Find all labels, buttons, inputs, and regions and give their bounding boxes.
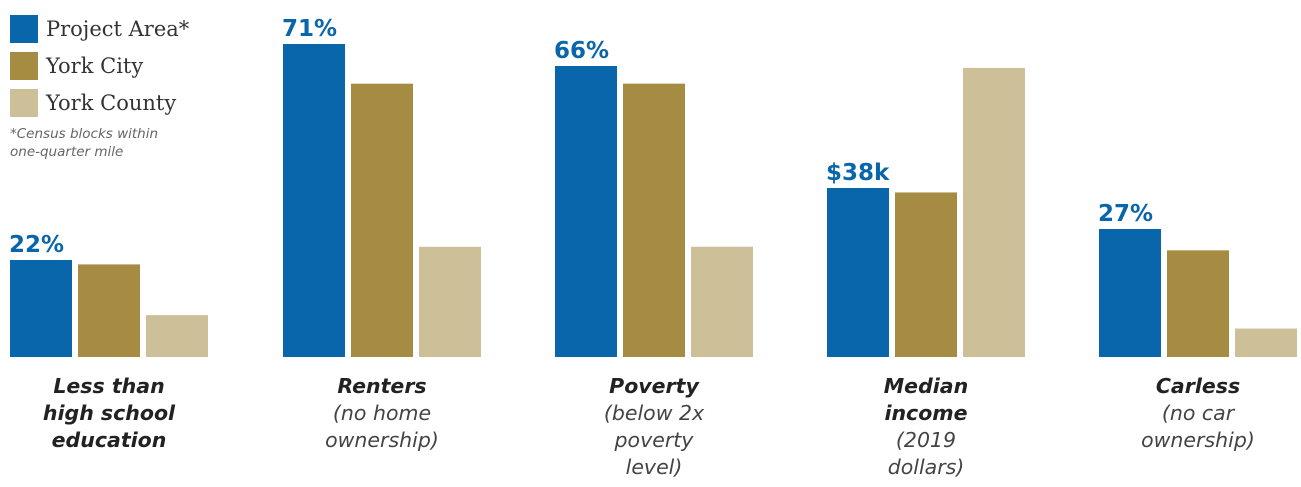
legend-footnote: *Census blocks within one-quarter mile	[10, 125, 220, 161]
category-label-line: Renters	[337, 374, 426, 398]
bar-york-city-group-4	[895, 192, 957, 357]
bar-york-city-group-3	[623, 84, 685, 357]
category-label-line: Poverty	[609, 374, 700, 398]
bar-project-area-group-2	[283, 44, 345, 357]
legend-label: Project Area*	[46, 17, 189, 41]
category-label-line: (2019	[896, 428, 956, 452]
bar-york-county-group-2	[419, 247, 481, 357]
category-label-line: education	[52, 428, 167, 452]
bar-york-city-group-1	[78, 264, 140, 357]
category-label-line: Carless	[1156, 374, 1240, 398]
value-label: 71%	[282, 16, 337, 42]
category-label-line: ownership)	[325, 428, 439, 452]
value-label: $38k	[826, 160, 890, 186]
category-label-line: income	[884, 401, 967, 425]
value-label: 27%	[1098, 201, 1153, 227]
value-label: 66%	[554, 38, 609, 64]
bar-project-area-group-1	[10, 260, 72, 357]
category-label-line: (below 2x	[604, 401, 705, 425]
bar-york-county-group-4	[963, 68, 1025, 357]
legend-label: York County	[46, 91, 176, 115]
bar-york-county-group-3	[691, 247, 753, 357]
bar-project-area-group-3	[555, 66, 617, 357]
legend-swatch-york-county	[10, 89, 38, 117]
bar-york-city-group-5	[1167, 250, 1229, 357]
bar-york-county-group-1	[146, 315, 208, 357]
bar-project-area-group-5	[1099, 229, 1161, 357]
category-label-line: (no home	[333, 401, 431, 425]
value-label: 22%	[9, 232, 64, 258]
category-label-line: high school	[43, 401, 176, 425]
bar-york-city-group-2	[351, 84, 413, 357]
legend-swatch-york-city	[10, 52, 38, 80]
legend-label: York City	[46, 54, 143, 78]
category-label-line: Median	[884, 374, 968, 398]
bar-york-county-group-5	[1235, 329, 1297, 357]
category-label-line: dollars)	[888, 455, 965, 479]
category-label-line: (no car	[1162, 401, 1236, 425]
legend: Project Area* York City York County *Cen…	[10, 10, 220, 161]
legend-item-york-city: York City	[10, 47, 220, 84]
legend-item-york-county: York County	[10, 84, 220, 121]
category-label-line: Less than	[53, 374, 164, 398]
bar-project-area-group-4	[827, 188, 889, 357]
category-label-line: poverty	[614, 428, 695, 452]
category-label-line: level)	[626, 455, 683, 479]
legend-item-project-area: Project Area*	[10, 10, 220, 47]
category-label-line: ownership)	[1141, 428, 1255, 452]
legend-swatch-project-area	[10, 15, 38, 43]
